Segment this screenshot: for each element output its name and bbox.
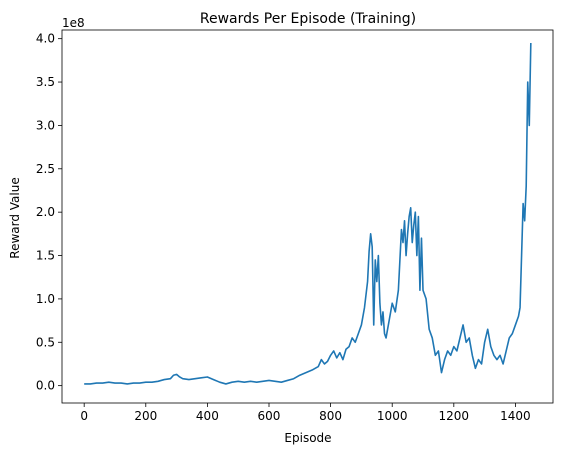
y-tick-label: 4.0 [36, 32, 55, 46]
y-tick-label: 0.5 [36, 335, 55, 349]
y-tick-label: 0.0 [36, 379, 55, 393]
x-tick-label: 200 [134, 409, 157, 423]
chart-title: Rewards Per Episode (Training) [200, 11, 416, 27]
y-tick-label: 1.5 [36, 249, 55, 263]
y-axis-label: Reward Value [8, 177, 22, 258]
x-axis-label: Episode [284, 431, 331, 445]
x-tick-label: 1400 [500, 409, 531, 423]
x-tick-label: 1200 [439, 409, 470, 423]
axes-frame [61, 29, 554, 404]
series-line-0 [84, 42, 532, 385]
y-tick-label: 2.5 [36, 162, 55, 176]
x-tick-label: 800 [319, 409, 342, 423]
y-tick-label: 2.0 [36, 205, 55, 219]
y-tick-label: 3.0 [36, 118, 55, 132]
x-tick-label: 1000 [377, 409, 408, 423]
x-tick-label: 600 [258, 409, 281, 423]
y-tick-label: 1.0 [36, 292, 55, 306]
plot-area: 0 200 400 600 800 1000 1200 1400 0.0 0.5 1.0 1.5 2.0… [36, 29, 554, 423]
x-tick-label: 400 [196, 409, 219, 423]
y-axis-offset-label: 1e8 [62, 16, 85, 30]
y-tick-label: 3.5 [36, 75, 55, 89]
x-tick-label: 0 [80, 409, 88, 423]
